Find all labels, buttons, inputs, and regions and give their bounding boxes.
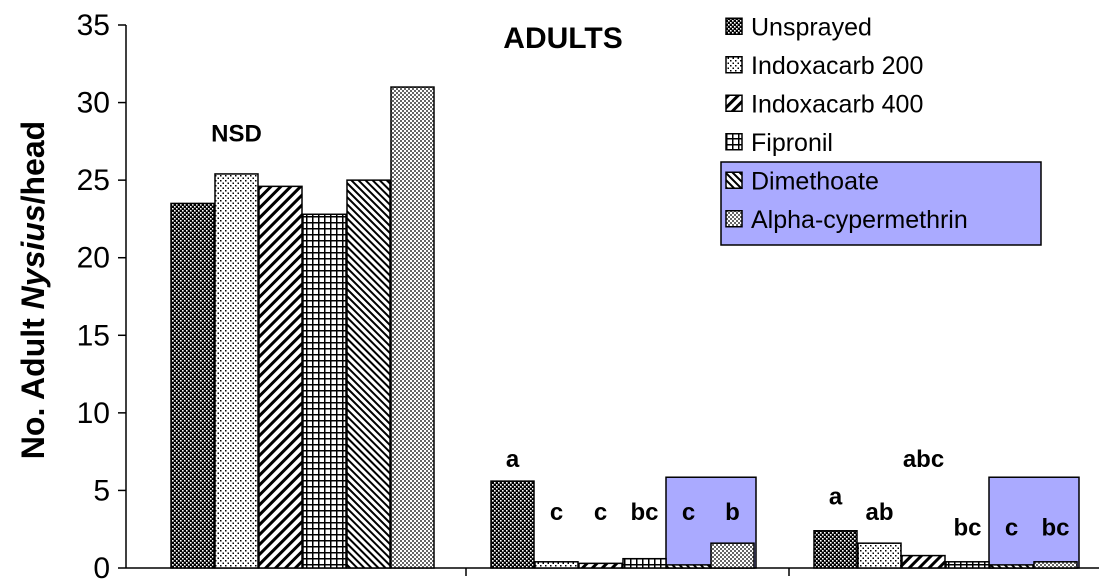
- highlight-box-group-3: [988, 476, 1080, 569]
- bar-alpha-cypermethrin-group-1: [390, 86, 435, 569]
- bar-dimethoate-group-2: [666, 564, 711, 569]
- bar-fipronil-group-2: [622, 557, 667, 569]
- bar-dimethoate-group-3: [989, 564, 1034, 569]
- highlight-boxes: [665, 476, 1080, 569]
- y-tick-label: 0: [93, 552, 110, 580]
- legend-label: Fipronil: [751, 129, 833, 157]
- bar-fipronil-group-1: [302, 213, 347, 569]
- legend-label: Indoxacarb 200: [751, 52, 923, 80]
- bar-alpha-cypermethrin-group-2: [710, 542, 755, 569]
- y-tick-label: 15: [77, 319, 110, 352]
- significance-label: a: [506, 446, 520, 473]
- legend: Unsprayed Indoxacarb 200 Indoxacarb 400 Fip…: [720, 13, 1042, 246]
- legend-swatch: [725, 17, 743, 35]
- bar-unsprayed-group-3: [813, 530, 858, 569]
- bar-alpha-cypermethrin-group-3: [1033, 561, 1078, 569]
- legend-swatch: [725, 133, 743, 151]
- legend-label: Indoxacarb 400: [751, 90, 923, 118]
- y-tick-label: 10: [77, 397, 110, 430]
- legend-swatch: [725, 56, 743, 74]
- bar-unsprayed-group-1: [170, 202, 215, 569]
- legend-swatch: [725, 94, 743, 112]
- bars: [170, 86, 1078, 569]
- bar-dimethoate-group-1: [346, 179, 391, 569]
- significance-label: c: [550, 499, 563, 526]
- legend-label: Dimethoate: [751, 167, 879, 195]
- y-tick-label: 30: [77, 87, 110, 120]
- legend-swatch: [725, 171, 743, 189]
- bar-indoxacarb-200-group-3: [857, 542, 902, 569]
- significance-label: ab: [865, 499, 893, 526]
- bar-indoxacarb-400-group-1: [258, 185, 303, 569]
- legend-label: Unsprayed: [751, 13, 872, 41]
- significance-label: bc: [630, 499, 658, 526]
- y-tick-label: 20: [77, 242, 110, 275]
- significance-label: c: [594, 499, 607, 526]
- significance-label: abc: [903, 446, 944, 473]
- bar-indoxacarb-400-group-3: [901, 554, 946, 569]
- bar-unsprayed-group-2: [490, 480, 535, 569]
- bar-indoxacarb-200-group-1: [214, 173, 259, 569]
- legend-swatch: [725, 210, 743, 228]
- significance-label: b: [725, 499, 740, 526]
- y-tick-label: 25: [77, 164, 110, 197]
- bar-indoxacarb-200-group-2: [534, 561, 579, 569]
- significance-label: c: [1005, 514, 1018, 541]
- significance-label: a: [829, 483, 843, 510]
- bar-indoxacarb-400-group-2: [578, 562, 623, 569]
- y-tick-label: 35: [77, 9, 110, 42]
- bar-fipronil-group-3: [945, 561, 990, 569]
- legend-highlight-box: [720, 161, 1042, 246]
- significance-label: bc: [1041, 514, 1069, 541]
- chart-title: ADULTS: [503, 22, 622, 55]
- y-axis-label: No. Adult Nysius/head: [15, 121, 51, 459]
- significance-label: bc: [953, 514, 981, 541]
- y-tick-label: 5: [93, 474, 110, 507]
- significance-label: c: [682, 499, 695, 526]
- legend-label: Alpha-cypermethrin: [751, 206, 968, 234]
- significance-label: NSD: [211, 120, 262, 147]
